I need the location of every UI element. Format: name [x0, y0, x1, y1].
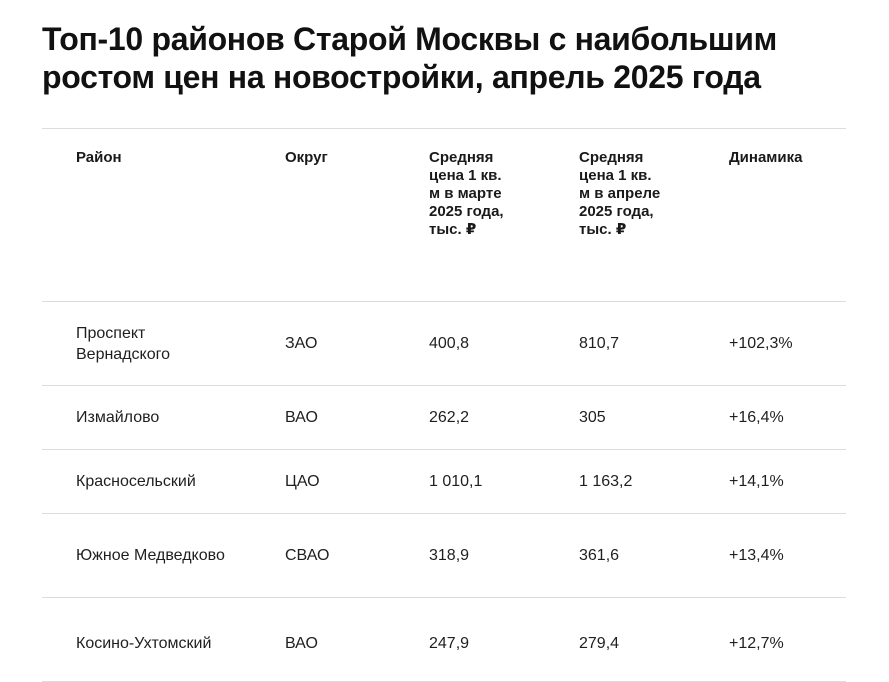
header-price-march-label: Средняя цена 1 кв. м в марте 2025 года, … — [429, 149, 504, 238]
header-price-march: Средняя цена 1 кв. м в марте 2025 года, … — [389, 129, 539, 302]
cell-district: Южное Медведково — [76, 547, 225, 564]
cell-okrug: ВАО — [285, 635, 318, 652]
cell-price-april: 1 163,2 — [579, 473, 633, 490]
cell-dynamics: +16,4% — [729, 409, 784, 426]
cell-district: Косино-Ухтомский — [76, 635, 212, 652]
header-price-april: Средняя цена 1 кв. м в апреле 2025 года,… — [539, 129, 689, 302]
cell-price-april: 361,6 — [579, 547, 620, 564]
cell-okrug: ЦАО — [285, 473, 320, 490]
cell-price-april: 810,7 — [579, 335, 620, 352]
cell-dynamics: +14,1% — [729, 473, 784, 490]
cell-district: Измайлово — [76, 409, 160, 426]
page-title: Топ-10 районов Старой Москвы с наибольши… — [42, 21, 777, 95]
price-table-container: Район Округ Средняя цена 1 кв. м в марте… — [42, 128, 846, 682]
cell-dynamics: +102,3% — [729, 335, 793, 352]
cell-price-march: 400,8 — [429, 335, 470, 352]
table-row: Измайлово ВАО 262,2 305 +16,4% — [42, 386, 846, 450]
cell-price-march: 262,2 — [429, 409, 470, 426]
header-okrug-label: Округ — [285, 149, 328, 166]
header-dynamics-label: Динамика — [729, 149, 803, 166]
cell-price-march: 247,9 — [429, 635, 470, 652]
table-row: Проспект Вернадского ЗАО 400,8 810,7 +10… — [42, 302, 846, 386]
header-row: Район Округ Средняя цена 1 кв. м в марте… — [42, 128, 846, 302]
cell-okrug: ЗАО — [285, 335, 318, 352]
cell-okrug: ВАО — [285, 409, 318, 426]
cell-dynamics: +13,4% — [729, 547, 784, 564]
cell-price-march: 1 010,1 — [429, 473, 483, 490]
cell-price-april: 279,4 — [579, 635, 620, 652]
header-district-label: Район — [76, 149, 122, 166]
table-row: Косино-Ухтомский ВАО 247,9 279,4 +12,7% — [42, 598, 846, 682]
cell-dynamics: +12,7% — [729, 635, 784, 652]
header-dynamics: Динамика — [689, 129, 846, 302]
price-table: Район Округ Средняя цена 1 кв. м в марте… — [42, 128, 846, 682]
header-okrug: Округ — [252, 129, 389, 302]
header-price-april-label: Средняя цена 1 кв. м в апреле 2025 года,… — [579, 149, 661, 238]
table-row: Красносельский ЦАО 1 010,1 1 163,2 +14,1… — [42, 450, 846, 514]
cell-okrug: СВАО — [285, 547, 330, 564]
table-row: Южное Медведково СВАО 318,9 361,6 +13,4% — [42, 514, 846, 598]
table-header: Район Округ Средняя цена 1 кв. м в марте… — [42, 128, 846, 302]
cell-price-april: 305 — [579, 409, 606, 426]
cell-district: Проспект Вернадского — [76, 324, 170, 363]
cell-district: Красносельский — [76, 473, 196, 490]
cell-price-march: 318,9 — [429, 547, 470, 564]
header-district: Район — [42, 129, 252, 302]
table-body: Проспект Вернадского ЗАО 400,8 810,7 +10… — [42, 302, 846, 682]
